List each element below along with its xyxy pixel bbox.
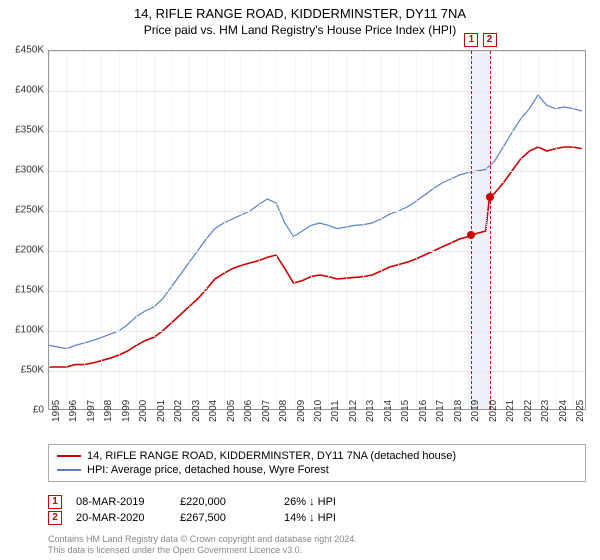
x-tick-label: 2022 bbox=[523, 400, 534, 422]
sale-delta: 26% ↓ HPI bbox=[284, 496, 374, 508]
line-canvas bbox=[49, 51, 587, 411]
legend-item: 14, RIFLE RANGE ROAD, KIDDERMINSTER, DY1… bbox=[57, 449, 577, 463]
sale-marker-icon: 2 bbox=[48, 511, 62, 525]
sale-point bbox=[486, 193, 494, 201]
y-tick-label: £100K bbox=[15, 325, 44, 336]
titles: 14, RIFLE RANGE ROAD, KIDDERMINSTER, DY1… bbox=[0, 0, 600, 37]
x-tick-label: 2001 bbox=[156, 400, 167, 422]
x-tick-label: 2000 bbox=[138, 400, 149, 422]
y-tick-label: £250K bbox=[15, 205, 44, 216]
x-tick-label: 2023 bbox=[540, 400, 551, 422]
x-tick-label: 2017 bbox=[435, 400, 446, 422]
x-tick-label: 2014 bbox=[383, 400, 394, 422]
y-tick-label: £150K bbox=[15, 285, 44, 296]
chart-container: 14, RIFLE RANGE ROAD, KIDDERMINSTER, DY1… bbox=[0, 0, 600, 560]
sale-date: 08-MAR-2019 bbox=[76, 496, 166, 508]
x-tick-label: 1995 bbox=[51, 400, 62, 422]
sale-price: £267,500 bbox=[180, 512, 270, 524]
y-tick-label: £450K bbox=[15, 45, 44, 56]
x-tick-label: 2010 bbox=[313, 400, 324, 422]
footer-line: This data is licensed under the Open Gov… bbox=[48, 545, 357, 556]
x-tick-label: 1998 bbox=[103, 400, 114, 422]
sale-marker-icon: 1 bbox=[48, 495, 62, 509]
x-tick-label: 2002 bbox=[173, 400, 184, 422]
x-tick-label: 2009 bbox=[296, 400, 307, 422]
x-tick-label: 2008 bbox=[278, 400, 289, 422]
legend-swatch bbox=[57, 455, 81, 457]
chart-subtitle: Price paid vs. HM Land Registry's House … bbox=[0, 23, 600, 37]
y-tick-label: £200K bbox=[15, 245, 44, 256]
sale-vline bbox=[471, 51, 472, 409]
legend-label: HPI: Average price, detached house, Wyre… bbox=[87, 464, 329, 476]
sales-table: 1 08-MAR-2019 £220,000 26% ↓ HPI 2 20-MA… bbox=[48, 494, 586, 526]
legend-item: HPI: Average price, detached house, Wyre… bbox=[57, 463, 577, 477]
legend-swatch bbox=[57, 469, 81, 471]
legend: 14, RIFLE RANGE ROAD, KIDDERMINSTER, DY1… bbox=[48, 444, 586, 482]
sale-marker-box: 1 bbox=[464, 33, 478, 47]
x-tick-label: 2007 bbox=[261, 400, 272, 422]
footer-line: Contains HM Land Registry data © Crown c… bbox=[48, 534, 357, 545]
x-tick-label: 2004 bbox=[208, 400, 219, 422]
y-tick-label: £400K bbox=[15, 85, 44, 96]
sales-row: 1 08-MAR-2019 £220,000 26% ↓ HPI bbox=[48, 494, 586, 510]
sale-vline bbox=[490, 51, 491, 409]
x-tick-label: 1997 bbox=[86, 400, 97, 422]
x-tick-label: 2011 bbox=[330, 400, 341, 422]
x-tick-label: 2020 bbox=[488, 400, 499, 422]
x-tick-label: 2005 bbox=[226, 400, 237, 422]
sale-marker-box: 2 bbox=[483, 33, 497, 47]
x-tick-label: 1996 bbox=[68, 400, 79, 422]
y-tick-label: £350K bbox=[15, 125, 44, 136]
x-tick-label: 2003 bbox=[191, 400, 202, 422]
sale-price: £220,000 bbox=[180, 496, 270, 508]
sale-delta: 14% ↓ HPI bbox=[284, 512, 374, 524]
y-tick-label: £0 bbox=[33, 405, 44, 416]
x-tick-label: 2012 bbox=[348, 400, 359, 422]
x-tick-label: 2016 bbox=[418, 400, 429, 422]
x-tick-label: 2025 bbox=[575, 400, 586, 422]
x-tick-label: 2021 bbox=[505, 400, 516, 422]
chart-area: 12 £0£50K£100K£150K£200K£250K£300K£350K£… bbox=[48, 50, 586, 410]
chart-title: 14, RIFLE RANGE ROAD, KIDDERMINSTER, DY1… bbox=[0, 6, 600, 21]
x-tick-label: 2015 bbox=[400, 400, 411, 422]
series-property bbox=[49, 147, 582, 367]
x-tick-label: 2018 bbox=[453, 400, 464, 422]
x-tick-label: 2024 bbox=[558, 400, 569, 422]
x-tick-label: 2013 bbox=[365, 400, 376, 422]
x-tick-label: 2006 bbox=[243, 400, 254, 422]
series-hpi bbox=[49, 95, 582, 349]
x-tick-label: 2019 bbox=[470, 400, 481, 422]
x-tick-label: 1999 bbox=[121, 400, 132, 422]
sales-row: 2 20-MAR-2020 £267,500 14% ↓ HPI bbox=[48, 510, 586, 526]
plot: 12 bbox=[48, 50, 586, 410]
footer: Contains HM Land Registry data © Crown c… bbox=[48, 534, 357, 556]
sale-date: 20-MAR-2020 bbox=[76, 512, 166, 524]
legend-label: 14, RIFLE RANGE ROAD, KIDDERMINSTER, DY1… bbox=[87, 450, 456, 462]
sale-point bbox=[467, 231, 475, 239]
y-tick-label: £300K bbox=[15, 165, 44, 176]
y-tick-label: £50K bbox=[21, 365, 44, 376]
